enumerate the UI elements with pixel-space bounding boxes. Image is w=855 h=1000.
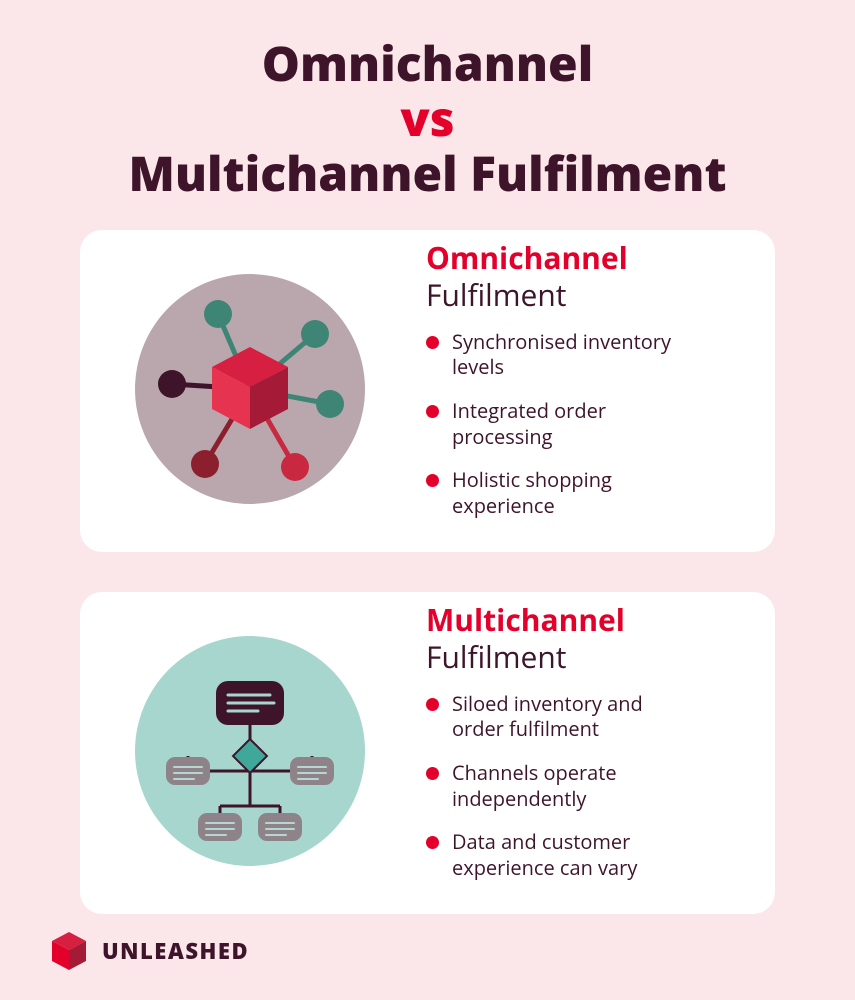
title-line-1: Omnichannel xyxy=(0,36,855,91)
card-heading-sub: Fulfilment xyxy=(426,274,735,315)
hub-spoke-icon xyxy=(130,269,370,509)
list-item: Channels operate independently xyxy=(426,760,676,811)
point-list: Synchronised inventory levels Integrated… xyxy=(426,329,735,519)
card-content: Omnichannel Fulfilment Synchronised inve… xyxy=(426,241,735,537)
list-item: Integrated order processing xyxy=(426,398,676,449)
list-item: Holistic shopping experience xyxy=(426,467,676,518)
page-title: Omnichannel vs Multichannel Fulfilment xyxy=(0,0,855,202)
card-content: Multichannel Fulfilment Siloed inventory… xyxy=(426,603,735,899)
brand-name: UNLEASHED xyxy=(102,936,249,966)
title-vs: vs xyxy=(0,91,855,146)
list-item: Data and customer experience can vary xyxy=(426,829,676,880)
list-item: Synchronised inventory levels xyxy=(426,329,676,380)
multichannel-graphic xyxy=(120,631,380,871)
footer-brand: UNLEASHED xyxy=(48,930,249,972)
point-list: Siloed inventory and order fulfilment Ch… xyxy=(426,691,735,881)
card-heading-sub: Fulfilment xyxy=(426,636,735,677)
org-chart-icon xyxy=(130,631,370,871)
card-heading-brand: Multichannel xyxy=(426,603,735,636)
card-multichannel: Multichannel Fulfilment Siloed inventory… xyxy=(80,592,775,914)
card-omnichannel: Omnichannel Fulfilment Synchronised inve… xyxy=(80,230,775,552)
cube-logo-icon xyxy=(48,930,90,972)
omnichannel-graphic xyxy=(120,269,380,509)
card-heading-brand: Omnichannel xyxy=(426,241,735,274)
list-item: Siloed inventory and order fulfilment xyxy=(426,691,676,742)
title-line-2: Multichannel Fulfilment xyxy=(0,146,855,201)
